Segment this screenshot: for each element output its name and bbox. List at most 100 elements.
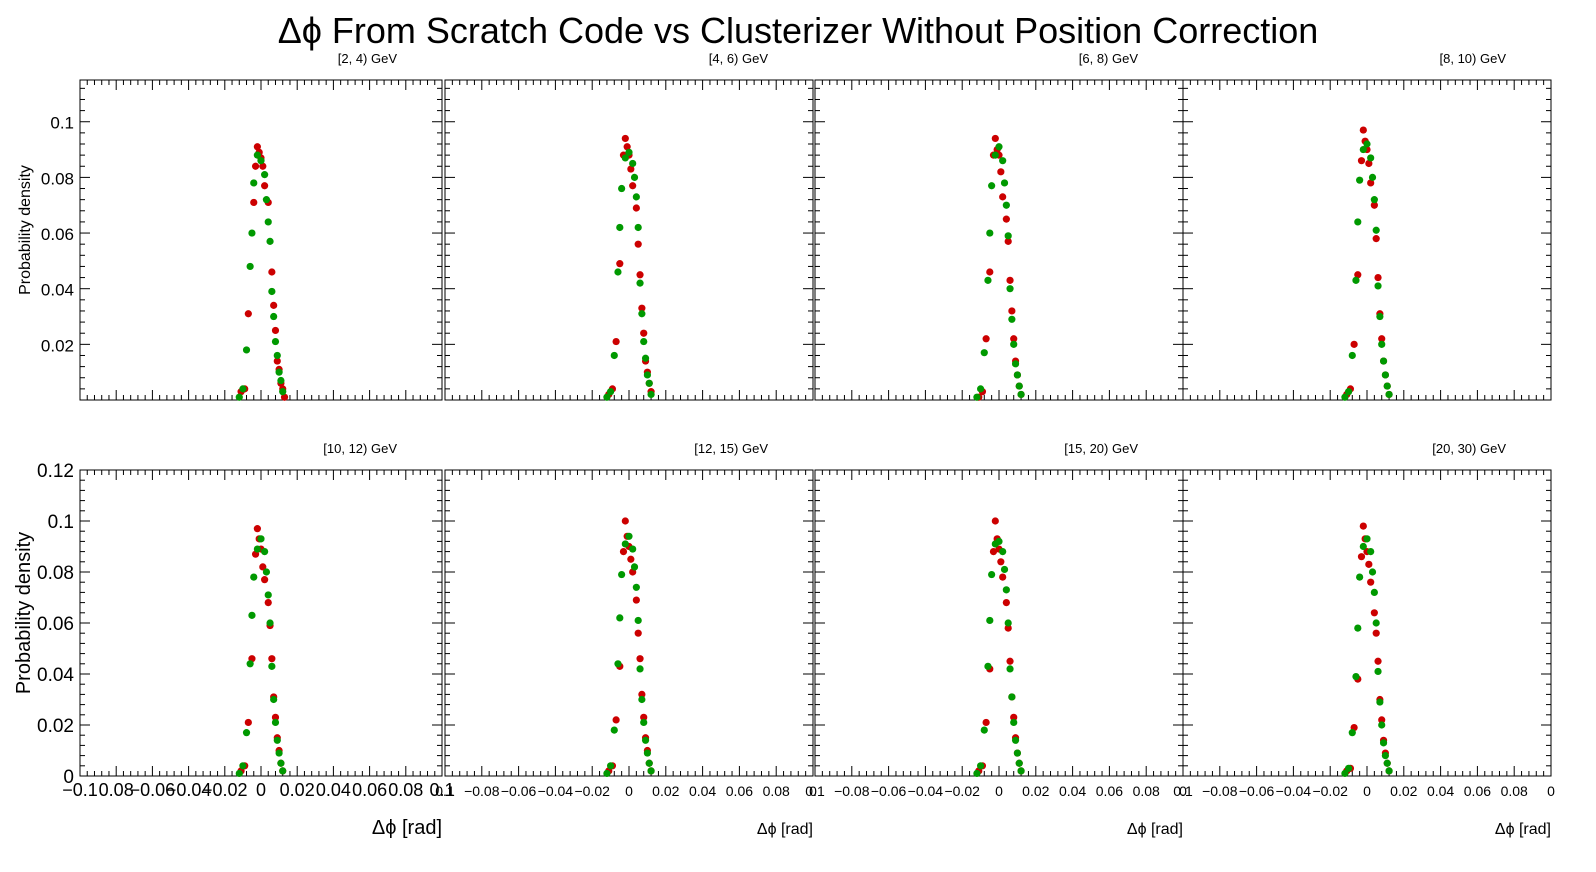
data-point (647, 390, 655, 399)
data-point (618, 184, 626, 193)
data-point (1363, 140, 1371, 148)
data-point (1367, 154, 1375, 162)
data-point (632, 583, 640, 591)
x-tick-label: 0.06 (1096, 783, 1123, 799)
data-point (610, 351, 618, 360)
data-point (1385, 390, 1393, 399)
x-tick-label: −0.08 (1202, 783, 1238, 799)
data-point (248, 229, 256, 237)
data-point (1359, 542, 1367, 551)
data-point (1354, 271, 1362, 279)
data-point (246, 262, 254, 271)
data-point (999, 548, 1007, 556)
data-point (999, 157, 1007, 165)
data-point (1004, 237, 1012, 245)
data-point (1350, 340, 1358, 348)
data-point (638, 695, 646, 704)
data-point (632, 596, 640, 604)
data-point (1011, 360, 1020, 368)
data-point (1374, 273, 1382, 282)
data-point (1352, 276, 1360, 284)
x-axis-label: Δϕ [rad] (1127, 821, 1183, 838)
data-point (636, 271, 644, 279)
data-point (270, 301, 278, 309)
data-point (636, 665, 644, 673)
data-point (246, 660, 254, 668)
data-point (991, 134, 999, 143)
data-point (1359, 522, 1367, 530)
data-point (616, 260, 624, 268)
data-point (973, 769, 981, 778)
data-point (1357, 553, 1366, 561)
data-point (1017, 767, 1025, 775)
panel-8: 0.1 −0.08 −0.06 −0.04 −0.02 0 0.02 0.04 0.06 0.08… (1173, 441, 1555, 838)
panel-title: [12, 15) GeV (694, 441, 768, 456)
x-tick-label: 0.08 (1133, 783, 1160, 799)
data-point (991, 151, 999, 159)
data-point (645, 379, 653, 387)
data-point (640, 713, 648, 721)
data-point (980, 349, 988, 357)
y-tick-label: 0.04 (37, 665, 74, 686)
data-point (1368, 173, 1377, 181)
data-point (977, 762, 985, 770)
data-point (1341, 393, 1349, 401)
data-point (1352, 672, 1360, 681)
panel-4: [8, 10) GeV (1182, 51, 1552, 401)
x-tick-label: 0 (625, 783, 633, 799)
x-tick-label: 0.04 (1059, 783, 1086, 799)
data-point (1372, 619, 1380, 627)
data-point (280, 393, 289, 401)
x-tick-label: −0.04 (1276, 783, 1312, 799)
x-tick-label: −0.06 (1239, 783, 1275, 799)
y-tick-label: 0.1 (48, 512, 74, 533)
data-point (235, 769, 243, 778)
x-tick-label: 0.04 (316, 780, 351, 800)
data-point (244, 718, 252, 727)
x-tick-label: 0.08 (388, 780, 423, 800)
data-point (1002, 586, 1010, 594)
data-point (251, 162, 260, 170)
data-point (984, 662, 992, 670)
data-point (1008, 693, 1016, 701)
data-point (1359, 145, 1367, 154)
data-point (625, 532, 633, 540)
data-point (1379, 739, 1388, 747)
data-point (1002, 201, 1010, 209)
data-point (1017, 390, 1025, 399)
data-point (1345, 764, 1353, 772)
data-point (1370, 201, 1378, 209)
data-point (980, 726, 988, 734)
plot-frame (79, 79, 443, 401)
data-point (632, 204, 640, 212)
data-point (986, 268, 994, 276)
data-point (253, 151, 261, 159)
data-point (1004, 624, 1012, 632)
y-tick-label: 0.12 (37, 461, 74, 482)
data-point (275, 368, 283, 376)
data-point (271, 713, 280, 721)
data-point (1010, 340, 1018, 348)
data-point (261, 548, 269, 556)
data-point (1006, 285, 1014, 293)
panel-3: [6, 8) GeV (814, 51, 1184, 401)
data-point (253, 545, 261, 553)
data-point (1004, 619, 1012, 627)
data-point (1367, 548, 1375, 556)
data-point (982, 335, 990, 343)
panel-title: [15, 20) GeV (1064, 441, 1138, 456)
data-point (253, 525, 261, 533)
data-point (999, 573, 1007, 581)
series-2 (603, 148, 655, 401)
series-2 (973, 143, 1025, 401)
x-tick-label: 0 (256, 780, 266, 800)
data-point (995, 537, 1003, 546)
data-point (1010, 718, 1018, 727)
data-point (988, 570, 996, 579)
x-tick-label: 0.08 (763, 783, 790, 799)
data-point (616, 223, 624, 232)
data-point (634, 223, 642, 232)
data-point (640, 337, 648, 346)
y-tick-label: 0.02 (37, 716, 74, 737)
